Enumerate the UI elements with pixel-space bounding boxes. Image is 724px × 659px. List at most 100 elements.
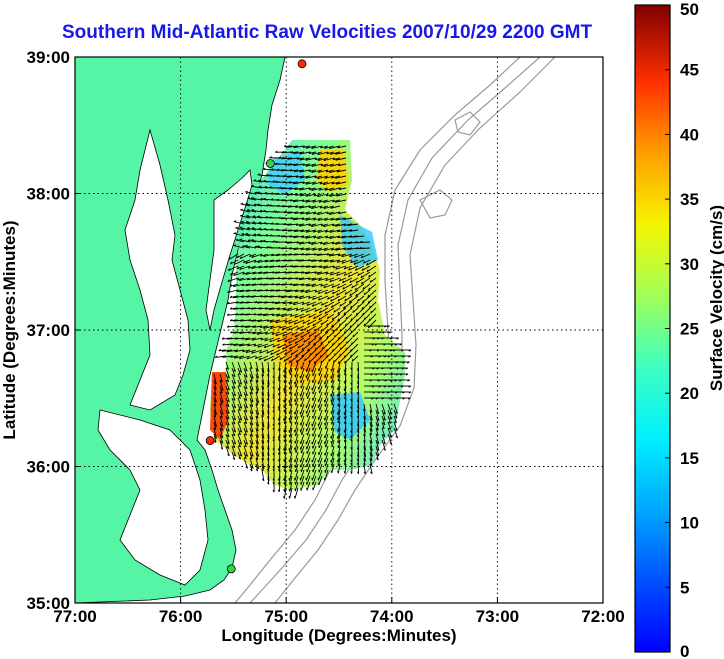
velocity-arrow bbox=[363, 451, 366, 462]
velocity-arrow-head bbox=[277, 234, 280, 237]
y-tick-label: 38:00 bbox=[27, 185, 70, 204]
velocity-arrow bbox=[312, 319, 323, 327]
velocity-arrow bbox=[318, 457, 323, 467]
velocity-arrow-head bbox=[286, 175, 290, 178]
velocity-arrow bbox=[335, 175, 347, 179]
velocity-arrow bbox=[284, 451, 287, 463]
velocity-arrow-head bbox=[275, 289, 278, 292]
velocity-arrow bbox=[261, 445, 265, 457]
velocity-arrow-head bbox=[276, 307, 280, 310]
velocity-arrow-head bbox=[324, 311, 327, 314]
velocity-arrow-head bbox=[250, 429, 254, 433]
velocity-arrow-head bbox=[227, 453, 230, 457]
velocity-arrow-head bbox=[337, 445, 339, 449]
velocity-arrow-head bbox=[277, 422, 280, 426]
velocity-arrow-head bbox=[376, 448, 380, 451]
velocity-arrow-head bbox=[227, 279, 230, 282]
velocity-arrow-head bbox=[315, 353, 317, 357]
velocity-arrow bbox=[321, 343, 329, 350]
velocity-arrow bbox=[324, 145, 335, 149]
velocity-arrow bbox=[235, 227, 245, 231]
velocity-arrow-head bbox=[405, 367, 408, 370]
velocity-arrow bbox=[252, 222, 263, 225]
velocity-arrow-head bbox=[247, 239, 251, 241]
velocity-arrow bbox=[233, 343, 245, 347]
velocity-arrow bbox=[233, 331, 245, 334]
velocity-arrow-head bbox=[288, 391, 291, 395]
velocity-arrow-head bbox=[239, 226, 243, 229]
velocity-arrow-head bbox=[306, 284, 309, 287]
velocity-arrow bbox=[247, 197, 257, 201]
velocity-arrow bbox=[237, 397, 243, 409]
velocity-arrow-head bbox=[235, 313, 239, 316]
velocity-arrow bbox=[243, 385, 248, 396]
velocity-arrow bbox=[305, 181, 317, 185]
velocity-arrow-head bbox=[335, 224, 338, 227]
velocity-arrow-head bbox=[294, 459, 296, 463]
velocity-arrow bbox=[271, 331, 281, 336]
velocity-arrow bbox=[267, 379, 270, 388]
velocity-arrow-head bbox=[330, 218, 333, 221]
velocity-arrow bbox=[282, 325, 293, 331]
velocity-arrow-head bbox=[253, 203, 257, 206]
velocity-arrow-head bbox=[368, 287, 370, 291]
velocity-arrow-head bbox=[290, 352, 293, 356]
velocity-arrow bbox=[276, 313, 287, 317]
velocity-arrow bbox=[241, 233, 251, 237]
velocity-arrow-head bbox=[336, 370, 339, 373]
velocity-arrow bbox=[323, 157, 335, 162]
velocity-arrow bbox=[305, 307, 317, 313]
velocity-arrow bbox=[231, 379, 236, 389]
velocity-arrow bbox=[332, 325, 341, 333]
velocity-arrow-head bbox=[245, 369, 248, 372]
velocity-arrow bbox=[300, 451, 305, 463]
velocity-arrow bbox=[261, 463, 264, 472]
velocity-arrow bbox=[331, 421, 335, 431]
velocity-arrow bbox=[301, 301, 311, 305]
velocity-arrow bbox=[343, 301, 353, 309]
velocity-arrow-head bbox=[279, 357, 282, 361]
velocity-arrow-head bbox=[230, 355, 233, 358]
velocity-arrow-head bbox=[233, 405, 236, 409]
velocity-arrow bbox=[295, 379, 299, 388]
velocity-arrow-head bbox=[252, 331, 255, 335]
velocity-arrow bbox=[381, 415, 386, 426]
velocity-arrow-head bbox=[337, 311, 340, 315]
velocity-arrow-head bbox=[242, 349, 245, 353]
velocity-arrow-head bbox=[331, 285, 334, 288]
velocity-arrow-head bbox=[226, 367, 229, 370]
velocity-arrow-head bbox=[283, 399, 285, 403]
velocity-arrow-head bbox=[288, 482, 291, 485]
velocity-arrow-head bbox=[363, 260, 366, 264]
velocity-arrow bbox=[327, 313, 335, 320]
velocity-arrow-head bbox=[257, 233, 260, 236]
velocity-arrow-head bbox=[389, 435, 392, 438]
velocity-arrow-head bbox=[276, 204, 280, 207]
velocity-arrow-head bbox=[308, 296, 311, 299]
velocity-arrow bbox=[279, 403, 281, 412]
velocity-arrow bbox=[231, 427, 236, 437]
velocity-arrow bbox=[317, 271, 329, 275]
velocity-arrow bbox=[308, 187, 317, 191]
velocity-arrow-head bbox=[266, 246, 270, 248]
velocity-arrow-head bbox=[294, 341, 297, 344]
velocity-arrow bbox=[300, 397, 305, 408]
velocity-arrow-head bbox=[311, 188, 314, 191]
velocity-arrow bbox=[299, 169, 311, 173]
velocity-arrow-head bbox=[253, 179, 256, 182]
velocity-arrow bbox=[295, 463, 299, 472]
velocity-arrow bbox=[329, 187, 341, 191]
velocity-arrow bbox=[331, 379, 335, 389]
velocity-arrow-head bbox=[314, 328, 317, 332]
velocity-arrow-head bbox=[288, 387, 291, 390]
velocity-arrow-head bbox=[292, 265, 296, 268]
velocity-arrow bbox=[338, 415, 341, 424]
velocity-arrow-head bbox=[275, 228, 279, 231]
velocity-arrow-head bbox=[294, 334, 297, 338]
velocity-arrow-head bbox=[312, 230, 316, 233]
velocity-arrow bbox=[259, 349, 269, 354]
velocity-arrow bbox=[331, 241, 341, 245]
velocity-arrow bbox=[283, 211, 293, 214]
velocity-arrow bbox=[270, 259, 281, 263]
velocity-arrow bbox=[308, 223, 317, 227]
